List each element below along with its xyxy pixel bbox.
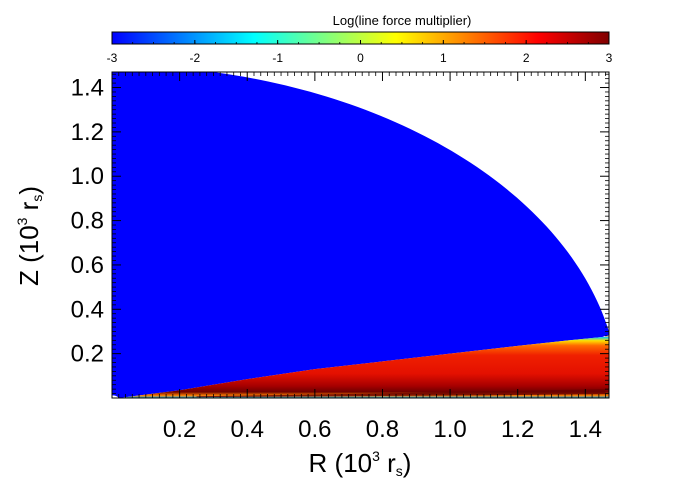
- x-axis-label-end: ): [403, 448, 412, 478]
- y-tick-label: 0.4: [71, 296, 104, 323]
- y-tick-label: 1.0: [71, 163, 104, 190]
- y-axis-label-end: ): [14, 186, 44, 195]
- y-axis-label-mid: r: [14, 201, 44, 217]
- x-tick-label: 1.0: [433, 416, 466, 443]
- colorbar-ticks: -3 -2 -1 0 1 2 3: [107, 40, 613, 65]
- x-tick-label: 1.2: [501, 416, 534, 443]
- y-axis-label-sup: 3: [14, 217, 30, 225]
- y-axis-ticks: 0.2 0.4 0.6 0.8 1.0 1.2 1.4: [71, 73, 609, 394]
- origin-notch: [112, 395, 119, 398]
- colorbar-tick-label: -3: [107, 51, 118, 65]
- x-axis-label-main: R (10: [309, 448, 373, 478]
- x-axis-label: R (103 rs): [309, 448, 412, 479]
- wind-region: [112, 72, 609, 398]
- colorbar-tick-label: 3: [606, 51, 613, 65]
- x-tick-label: 0.8: [366, 416, 399, 443]
- x-tick-label: 0.2: [163, 416, 196, 443]
- y-axis-label-sub: s: [29, 195, 45, 202]
- x-axis-label-sub: s: [396, 463, 403, 479]
- x-axis-label-mid: r: [380, 448, 396, 478]
- disk-atmosphere-region: [118, 337, 609, 398]
- x-axis-ticks: 0.2 0.4 0.6 0.8 1.0 1.2 1.4: [118, 72, 607, 443]
- y-tick-label: 1.2: [71, 119, 104, 146]
- colorbar-tick-label: 0: [357, 51, 364, 65]
- x-tick-label: 1.4: [569, 416, 602, 443]
- x-tick-label: 0.4: [231, 416, 264, 443]
- y-axis-label: Z (103 rs): [14, 186, 45, 286]
- plot-area: [112, 72, 609, 398]
- y-tick-label: 1.4: [71, 75, 104, 102]
- x-tick-label: 0.6: [298, 416, 331, 443]
- colorbar-title: Log(line force multiplier): [333, 13, 472, 28]
- midplane-streak: [196, 389, 606, 398]
- y-tick-label: 0.8: [71, 208, 104, 235]
- y-tick-label: 0.6: [71, 252, 104, 279]
- colorbar-tick-label: -1: [272, 51, 283, 65]
- y-axis-label-main: Z (10: [14, 225, 44, 286]
- colorbar-tick-label: -2: [189, 51, 200, 65]
- colorbar-tick-label: 1: [440, 51, 447, 65]
- x-axis-label-sup: 3: [372, 448, 380, 464]
- y-tick-label: 0.2: [71, 341, 104, 368]
- plot-frame: [111, 71, 610, 399]
- colorbar-tick-label: 2: [523, 51, 530, 65]
